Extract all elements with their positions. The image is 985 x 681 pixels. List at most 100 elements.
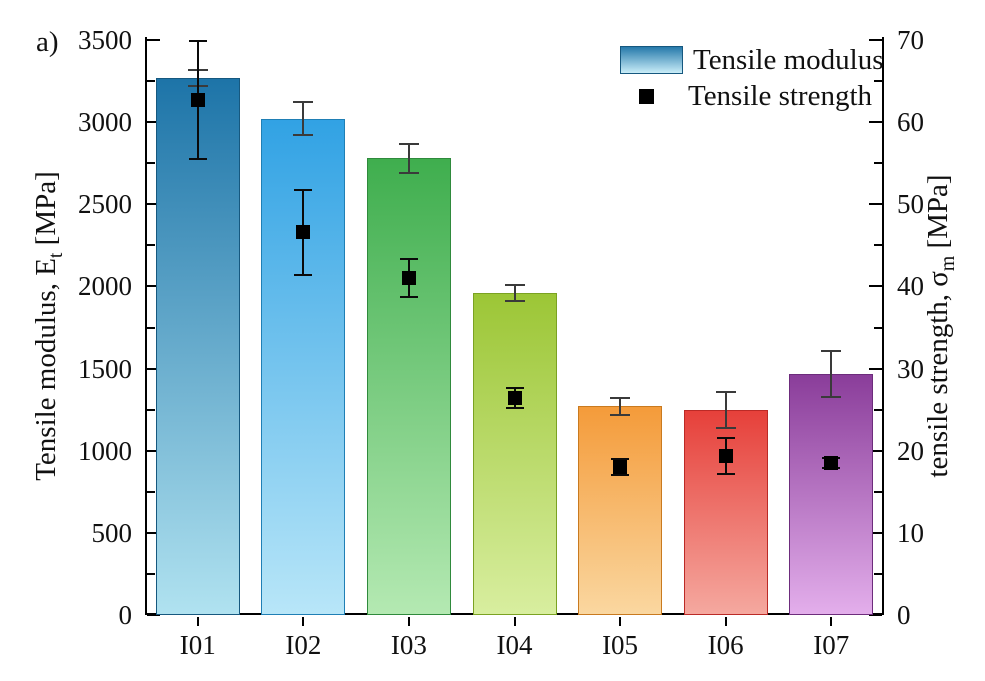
- left-axis-tick-label: 0: [118, 600, 133, 630]
- strength-point-I02: [296, 225, 311, 240]
- legend: Tensile modulus Tensile strength: [620, 42, 883, 114]
- right-axis-minor-tick: [874, 408, 882, 411]
- right-axis-minor-tick: [874, 326, 882, 329]
- left-axis-major-tick: [147, 449, 160, 452]
- modulus-error-cap-top: [715, 390, 736, 393]
- modulus-error-bar: [830, 350, 833, 397]
- modulus-error-cap-top: [821, 349, 842, 352]
- right-axis-title-post: [MPa]: [922, 174, 954, 256]
- left-axis-tick-label: 1000: [78, 435, 132, 466]
- modulus-error-cap-bottom: [821, 395, 842, 398]
- strength-point-I07: [824, 456, 839, 471]
- left-axis-tick-label: 3000: [78, 107, 132, 138]
- left-axis-tick-label: 500: [91, 517, 133, 548]
- strength-error-cap-top: [399, 258, 418, 261]
- right-axis-title: tensile strength, σm [MPa]: [922, 37, 960, 615]
- modulus-error-bar: [302, 102, 305, 136]
- strength-point-I04: [507, 391, 522, 406]
- right-axis-tick-label: 70: [897, 25, 924, 55]
- strength-error-cap-bottom: [188, 158, 207, 161]
- left-axis-major-tick: [147, 121, 160, 124]
- left-axis-title-pre: Tensile modulus, E: [30, 258, 62, 481]
- left-axis-major-tick: [147, 203, 160, 206]
- bar-I01: [155, 77, 240, 615]
- strength-error-cap-bottom: [399, 296, 418, 299]
- left-axis-tick-label: 1500: [78, 353, 132, 384]
- right-axis-tick-label: 60: [897, 107, 924, 138]
- left-axis-title: Tensile modulus, Et [MPa]: [30, 37, 68, 615]
- right-axis-major-tick: [869, 121, 882, 124]
- right-axis-title-pre: tensile strength, σ: [922, 271, 954, 478]
- modulus-error-cap-bottom: [715, 426, 736, 429]
- legend-row-strength: Tensile strength: [620, 78, 883, 114]
- strength-point-I05: [613, 460, 628, 475]
- right-axis-major-tick: [869, 531, 882, 534]
- left-axis-major-tick: [147, 614, 160, 616]
- modulus-error-bar: [407, 143, 410, 174]
- left-axis-tick-label: 2500: [78, 189, 132, 220]
- strength-error-cap-top: [188, 39, 207, 42]
- legend-modulus-swatch-icon: [620, 46, 683, 74]
- x-axis-tick: [407, 617, 410, 626]
- strength-point-I06: [718, 448, 733, 463]
- right-axis-minor-tick: [874, 244, 882, 247]
- x-axis-tick: [302, 617, 305, 626]
- right-axis-minor-tick: [874, 162, 882, 165]
- left-axis-minor-tick: [147, 162, 155, 165]
- strength-error-cap-bottom: [716, 472, 735, 475]
- modulus-error-bar: [513, 284, 516, 302]
- right-axis-tick-label: 30: [897, 353, 924, 384]
- bar-I07: [789, 373, 874, 615]
- right-axis-major-tick: [869, 367, 882, 370]
- modulus-error-bar: [619, 398, 622, 415]
- modulus-error-cap-top: [504, 283, 525, 286]
- x-axis-tick: [196, 617, 199, 626]
- right-axis-tick-label: 20: [897, 435, 924, 466]
- left-axis-major-tick: [147, 285, 160, 288]
- left-axis-tick-label: 2000: [78, 271, 132, 302]
- left-axis-minor-tick: [147, 80, 155, 83]
- right-axis-major-tick: [869, 449, 882, 452]
- modulus-error-cap-bottom: [398, 172, 419, 175]
- modulus-error-bar: [724, 391, 727, 428]
- x-axis-tick: [513, 617, 516, 626]
- x-axis-category-label: I05: [602, 630, 639, 660]
- right-axis-major-tick: [869, 614, 882, 616]
- right-axis-major-tick: [869, 39, 882, 41]
- strength-error-cap-bottom: [505, 407, 524, 409]
- legend-modulus-label: Tensile modulus: [693, 43, 884, 76]
- modulus-error-cap-top: [610, 397, 631, 400]
- right-axis-minor-tick: [874, 80, 882, 83]
- left-axis-title-sub: t: [44, 252, 67, 259]
- left-axis-minor-tick: [147, 572, 155, 575]
- strength-error-cap-top: [505, 387, 524, 390]
- x-axis-category-label: I01: [179, 630, 216, 660]
- strength-error-cap-bottom: [611, 474, 630, 477]
- left-axis-minor-tick: [147, 244, 155, 247]
- x-axis-category-label: I06: [707, 630, 744, 660]
- bar-I04: [472, 293, 557, 615]
- bar-I03: [366, 158, 451, 615]
- left-axis-tick-label: 3500: [78, 25, 132, 55]
- strength-point-I03: [401, 271, 416, 286]
- bar-I05: [578, 406, 663, 615]
- x-axis-tick: [619, 617, 622, 626]
- x-axis-category-label: I04: [496, 630, 533, 660]
- modulus-error-cap-bottom: [293, 134, 314, 137]
- strength-error-cap-top: [716, 436, 735, 439]
- right-axis-minor-tick: [874, 572, 882, 575]
- right-axis-minor-tick: [874, 490, 882, 493]
- right-axis-tick-label: 50: [897, 189, 924, 220]
- strength-error-cap-top: [611, 457, 630, 460]
- right-axis-major-tick: [869, 203, 882, 206]
- strength-error-cap-bottom: [294, 273, 313, 276]
- legend-strength-label: Tensile strength: [688, 79, 873, 112]
- left-axis-major-tick: [147, 39, 160, 41]
- modulus-error-cap-bottom: [610, 413, 631, 416]
- x-axis-tick: [724, 617, 727, 626]
- left-axis-minor-tick: [147, 408, 155, 411]
- panel-label: a): [36, 26, 59, 58]
- strength-point-I01: [190, 92, 205, 107]
